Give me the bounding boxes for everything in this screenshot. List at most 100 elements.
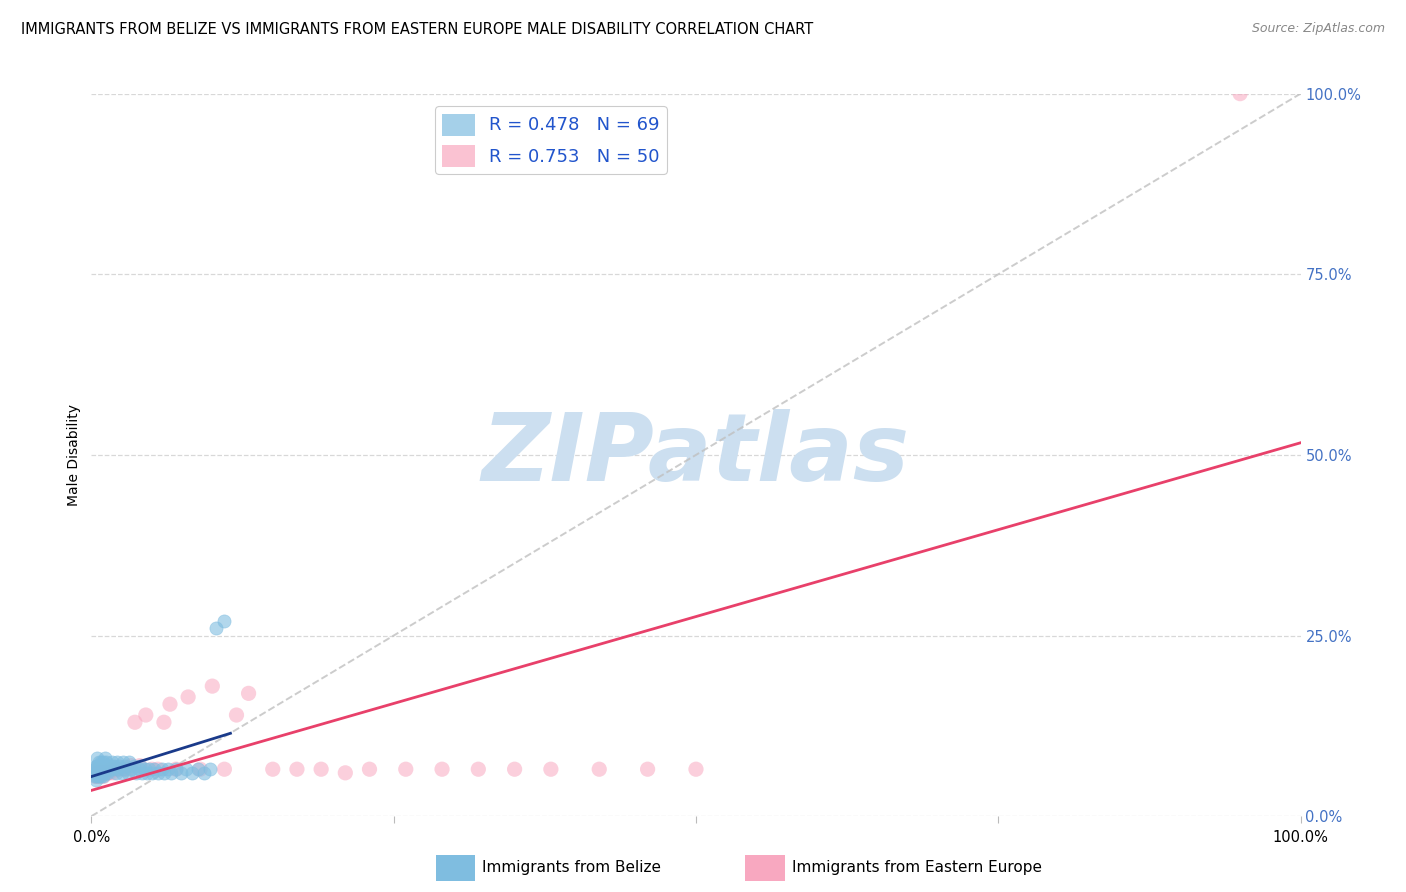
Point — [93, 765, 115, 780]
Point — [90, 769, 112, 783]
Point — [86, 769, 108, 783]
Point — [309, 762, 332, 776]
Point — [238, 686, 260, 700]
Point — [87, 762, 110, 776]
Point — [97, 758, 120, 772]
Point — [685, 762, 707, 776]
Text: IMMIGRANTS FROM BELIZE VS IMMIGRANTS FROM EASTERN EUROPE MALE DISABILITY CORRELA: IMMIGRANTS FROM BELIZE VS IMMIGRANTS FRO… — [21, 22, 813, 37]
Point — [138, 762, 160, 776]
Point — [214, 762, 236, 776]
Point — [94, 765, 117, 780]
Point — [637, 762, 659, 776]
Text: Source: ZipAtlas.com: Source: ZipAtlas.com — [1251, 22, 1385, 36]
Point — [146, 762, 169, 776]
Point — [131, 765, 153, 780]
Point — [143, 762, 166, 776]
Point — [107, 762, 129, 776]
Point — [90, 762, 112, 776]
Point — [141, 765, 163, 780]
Point — [174, 762, 197, 776]
Point — [285, 762, 308, 776]
Legend: R = 0.478   N = 69, R = 0.753   N = 50: R = 0.478 N = 69, R = 0.753 N = 50 — [434, 106, 666, 174]
Point — [125, 765, 148, 780]
Point — [107, 762, 129, 776]
Point — [96, 765, 118, 780]
Point — [150, 762, 173, 776]
Point — [201, 679, 224, 693]
Point — [170, 765, 193, 780]
Point — [188, 762, 211, 776]
Point — [93, 769, 115, 783]
Point — [467, 762, 489, 776]
Point — [120, 762, 142, 776]
Point — [91, 765, 114, 780]
Point — [84, 769, 107, 783]
Point — [94, 755, 117, 769]
Point — [93, 751, 115, 765]
Y-axis label: Male Disability: Male Disability — [67, 404, 82, 506]
Point — [111, 765, 132, 780]
Point — [180, 765, 202, 780]
Point — [91, 765, 114, 780]
Point — [100, 762, 122, 776]
Point — [87, 765, 110, 780]
Point — [89, 765, 111, 780]
Point — [94, 762, 117, 776]
Point — [86, 765, 108, 780]
Point — [108, 758, 131, 772]
Point — [262, 762, 284, 776]
Text: Immigrants from Belize: Immigrants from Belize — [482, 861, 661, 875]
Point — [89, 769, 111, 783]
Point — [84, 765, 107, 780]
Point — [86, 762, 108, 776]
Point — [136, 765, 159, 780]
Point — [120, 758, 142, 772]
Point — [165, 762, 187, 776]
Point — [86, 769, 108, 783]
Point — [128, 762, 150, 776]
Point — [588, 762, 610, 776]
Point — [87, 769, 110, 783]
Point — [105, 755, 128, 769]
Point — [128, 758, 150, 772]
Point — [111, 762, 132, 776]
Point — [101, 765, 124, 780]
Point — [86, 751, 108, 765]
Point — [165, 762, 187, 776]
Point — [100, 758, 122, 772]
Point — [159, 697, 181, 711]
Point — [101, 762, 124, 776]
Point — [93, 755, 115, 769]
Point — [503, 762, 526, 776]
Point — [84, 762, 107, 776]
Point — [98, 762, 121, 776]
Point — [225, 708, 247, 723]
Point — [118, 755, 141, 769]
Point — [93, 765, 115, 780]
Point — [84, 765, 107, 780]
Point — [193, 765, 215, 780]
Point — [98, 765, 121, 780]
Point — [117, 765, 139, 780]
Point — [122, 758, 145, 772]
Point — [141, 762, 163, 776]
Point — [114, 758, 136, 772]
Point — [86, 758, 108, 772]
Point — [214, 614, 236, 628]
Point — [97, 765, 120, 780]
Point — [96, 765, 118, 780]
Point — [101, 755, 124, 769]
Point — [90, 755, 112, 769]
Point — [146, 765, 169, 780]
Point — [90, 765, 112, 780]
Point — [134, 762, 156, 776]
Point — [430, 762, 453, 776]
Point — [114, 762, 136, 776]
Point — [395, 762, 418, 776]
Point — [84, 772, 107, 788]
Point — [112, 762, 135, 776]
Point — [93, 769, 115, 783]
Point — [104, 765, 127, 780]
Point — [540, 762, 562, 776]
Point — [205, 621, 228, 635]
